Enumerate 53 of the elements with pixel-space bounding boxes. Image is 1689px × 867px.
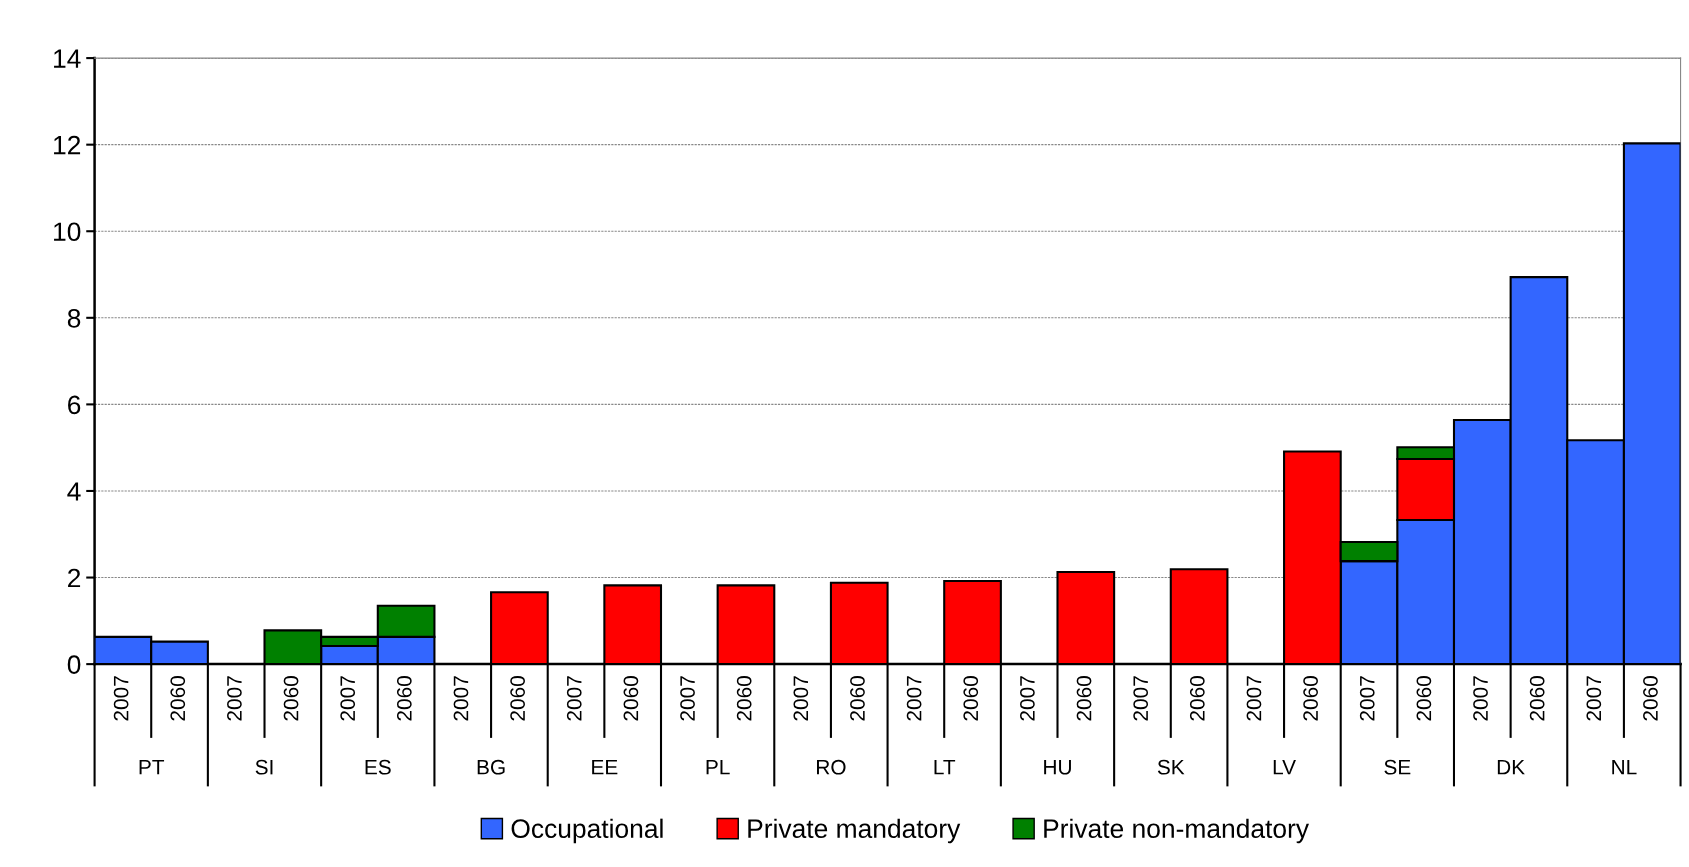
y-tick-label: 6 bbox=[68, 395, 81, 415]
text: RO bbox=[817, 759, 846, 775]
x-tick-label: 2060 bbox=[510, 676, 525, 721]
x-tick-label: 2007 bbox=[906, 676, 922, 721]
x-tick-label: 2007 bbox=[1133, 676, 1149, 721]
x-tick-label: 2060 bbox=[170, 676, 186, 721]
y-tick-label: 14 bbox=[54, 49, 81, 68]
x-tick-label: 2007 bbox=[1586, 676, 1602, 721]
text: LT bbox=[934, 760, 956, 775]
x-tick-label: 2060 bbox=[1529, 676, 1545, 721]
legend-label: Occupational bbox=[511, 818, 663, 844]
text: NL bbox=[1612, 760, 1637, 775]
x-tick-label: 2007 bbox=[793, 676, 809, 721]
x-tick-label: 2060 bbox=[1303, 676, 1318, 721]
text: BG bbox=[477, 759, 505, 775]
x-tick-label: 2007 bbox=[680, 676, 695, 721]
x-tick-label: 2060 bbox=[396, 676, 412, 721]
x-tick-label: 2007 bbox=[1246, 676, 1262, 721]
x-tick-label: 2007 bbox=[340, 676, 356, 721]
x-tick-label: 2060 bbox=[1416, 676, 1432, 721]
y-tick-label: 0 bbox=[67, 655, 81, 674]
text: PL bbox=[706, 760, 730, 775]
text: SK bbox=[1157, 759, 1185, 775]
x-tick-label: 2007 bbox=[1359, 676, 1375, 721]
text: HU bbox=[1044, 760, 1071, 775]
text: LV bbox=[1273, 760, 1296, 775]
text: ES bbox=[365, 759, 391, 775]
x-tick-label: 2060 bbox=[1643, 676, 1658, 721]
y-tick-label: 8 bbox=[67, 308, 81, 328]
x-tick-label: 2007 bbox=[227, 676, 242, 721]
x-tick-label: 2060 bbox=[963, 676, 979, 721]
x-tick-label: 2007 bbox=[113, 676, 129, 721]
text: PT bbox=[139, 760, 165, 775]
x-tick-label: 2007 bbox=[566, 676, 582, 721]
x-tick-label: 2007 bbox=[453, 676, 469, 721]
text: DK bbox=[1497, 760, 1525, 775]
y-tick-label: 12 bbox=[54, 135, 81, 155]
x-tick-label: 2060 bbox=[1076, 676, 1092, 721]
x-tick-label: 2060 bbox=[850, 676, 865, 721]
text: EE bbox=[592, 760, 618, 775]
x-tick-label: 2007 bbox=[1020, 676, 1035, 721]
x-tick-label: 2060 bbox=[1189, 676, 1205, 721]
y-tick-label: 2 bbox=[68, 568, 81, 588]
y-tick-label: 4 bbox=[67, 482, 81, 501]
x-tick-label: 2060 bbox=[736, 676, 752, 721]
x-tick-label: 2007 bbox=[1473, 676, 1488, 721]
y-tick-label: 10 bbox=[54, 222, 81, 242]
text: SE bbox=[1384, 759, 1411, 775]
legend-label: Private mandatory bbox=[748, 818, 961, 844]
text: SI bbox=[255, 759, 273, 775]
x-tick-label: 2060 bbox=[623, 676, 639, 721]
legend-label: Private non-mandatory bbox=[1044, 818, 1309, 844]
x-tick-label: 2060 bbox=[283, 676, 299, 721]
